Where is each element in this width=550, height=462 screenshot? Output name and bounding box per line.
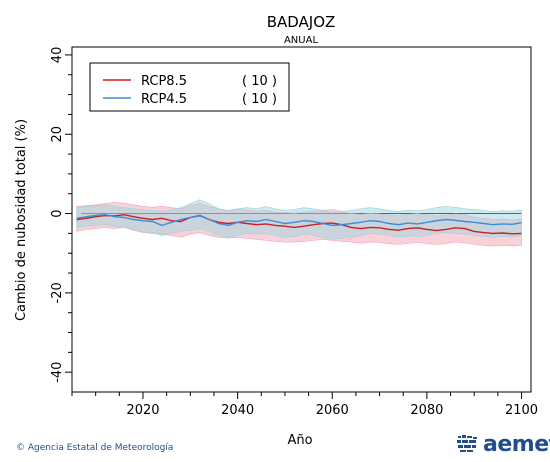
x-tick-label: 2080 [410,403,443,418]
y-tick-label: 40 [50,47,65,64]
x-axis-label: Año [287,433,312,448]
y-tick-label: 0 [50,209,65,217]
chart-subtitle: ANUAL [284,35,318,46]
y-axis-label: Cambio de nubosidad total (%) [14,119,29,321]
legend: RCP8.5 ( 10 ) RCP4.5 ( 10 ) [89,62,290,112]
legend-frame [89,62,290,112]
footer-credit: © Agencia Estatal de Meteorología [16,443,173,453]
copyright-symbol: © [16,443,25,453]
y-tick-label: 20 [50,126,65,143]
aemet-logo: aemet [456,430,550,458]
band-rcp45 [76,199,522,240]
series-line-rcp85 [76,213,522,235]
legend-label-rcp45: RCP4.5 [141,92,187,107]
aemet-map-icon [457,435,477,452]
aemet-logo-text: aemet [483,431,550,457]
x-tick-label: 2060 [316,403,349,418]
y-tick-label: -40 [50,362,65,383]
legend-count-rcp85: ( 10 ) [242,74,277,89]
legend-label-rcp85: RCP8.5 [141,74,187,89]
legend-count-rcp45: ( 10 ) [242,92,277,107]
chart-title: BADAJOZ [267,13,336,31]
x-tick-label: 2040 [221,403,254,418]
plot-frame [71,46,532,393]
agency-name: Agencia Estatal de Meteorología [27,443,174,453]
x-tick-label: 2100 [505,403,538,418]
x-tick-label: 2020 [126,403,159,418]
series-line-rcp45 [76,213,522,227]
y-tick-label: -20 [50,282,65,303]
